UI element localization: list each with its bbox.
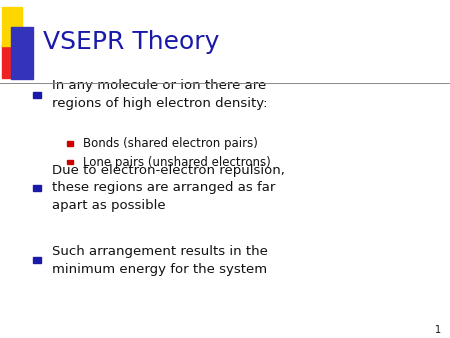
Bar: [33, 257, 41, 263]
Bar: [11, 27, 33, 79]
Text: 1: 1: [435, 324, 441, 335]
Bar: [33, 92, 41, 98]
Text: In any molecule or ion there are
regions of high electron density:: In any molecule or ion there are regions…: [52, 79, 267, 110]
Text: Bonds (shared electron pairs): Bonds (shared electron pairs): [83, 137, 258, 150]
Text: VSEPR Theory: VSEPR Theory: [43, 30, 219, 54]
Bar: [2, 7, 22, 46]
Text: Such arrangement results in the
minimum energy for the system: Such arrangement results in the minimum …: [52, 245, 268, 275]
Bar: [33, 185, 41, 191]
Bar: [2, 44, 18, 78]
Bar: [67, 141, 73, 146]
Bar: [67, 160, 73, 164]
Text: Due to electron-electron repulsion,
these regions are arranged as far
apart as p: Due to electron-electron repulsion, thes…: [52, 164, 284, 212]
Text: Lone pairs (unshared electrons): Lone pairs (unshared electrons): [83, 156, 271, 169]
